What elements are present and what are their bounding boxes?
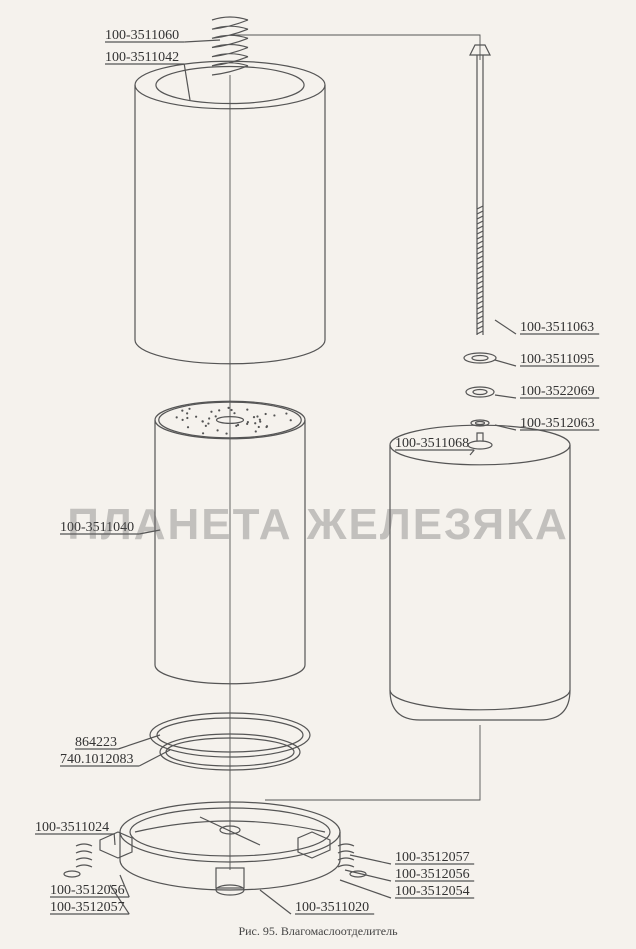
part-label: 100-3511040 — [60, 520, 134, 536]
part-label: 100-3511063 — [520, 320, 594, 336]
part-label: 100-3512056 — [395, 867, 470, 883]
diagram-page: 100-3511060 100-3511042 100-3511063 100-351… — [0, 0, 636, 949]
part-label: 100-3512057 — [395, 850, 470, 866]
figure-caption: Рис. 95. Влагомаслоотделитель — [0, 924, 636, 939]
part-label: 100-3512063 — [520, 416, 595, 432]
part-label: 100-3511060 — [105, 28, 179, 44]
part-label: 864223 — [75, 735, 117, 751]
part-label: 100-3511024 — [35, 820, 109, 836]
part-label: 100-3511095 — [520, 352, 594, 368]
drawing-canvas — [0, 0, 636, 949]
part-label: 100-3512057 — [50, 900, 125, 916]
part-label: 100-3511042 — [105, 50, 179, 66]
part-label: 100-3511068 — [395, 436, 469, 452]
part-label: 740.1012083 — [60, 752, 134, 768]
part-label: 100-3522069 — [520, 384, 595, 400]
part-label: 100-3512056 — [50, 883, 125, 899]
part-label: 100-3512054 — [395, 884, 470, 900]
part-label: 100-3511020 — [295, 900, 369, 916]
